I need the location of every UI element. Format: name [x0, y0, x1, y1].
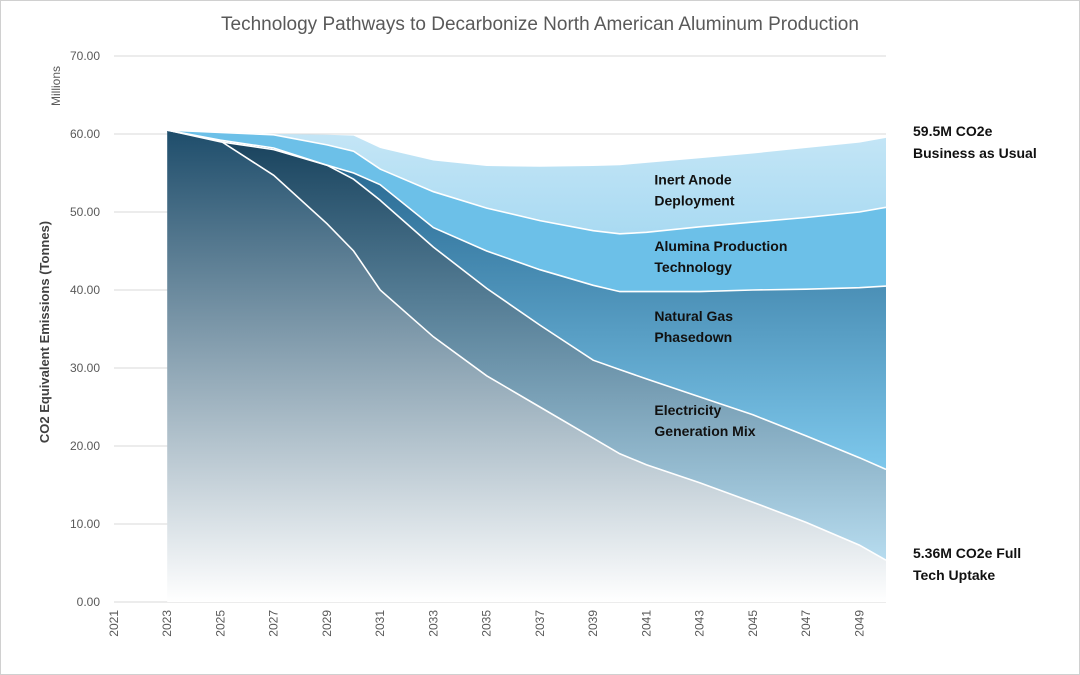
band-label: Inert Anode Deployment [654, 172, 734, 209]
area-bands [167, 129, 887, 602]
x-tick-label: 2035 [480, 610, 494, 637]
chart-title: Technology Pathways to Decarbonize North… [221, 14, 859, 35]
band-full-tech-uptake [167, 130, 886, 602]
series-line [167, 129, 887, 235]
x-tick-label: 2041 [639, 610, 653, 637]
x-tick-label: 2037 [533, 610, 547, 637]
x-tick-label: 2027 [267, 610, 281, 637]
band-label: Electricity Generation Mix [654, 402, 755, 439]
y-tick-label: 20.00 [70, 439, 100, 453]
y-tick-label: 40.00 [70, 283, 100, 297]
side-annotation: 59.5M CO2e Business as Usual [913, 123, 1037, 161]
x-tick-label: 2045 [746, 610, 760, 637]
band-label: Natural Gas Phasedown [654, 308, 733, 345]
band-natural-gas [167, 130, 886, 470]
x-tick-label: 2023 [160, 610, 174, 637]
x-tick-label: 2025 [213, 610, 227, 637]
x-tick-label: 2021 [107, 610, 121, 637]
y-tick-label: 10.00 [70, 517, 100, 531]
x-axis-ticks: 2021 2023 2025 2027 2029 2031 2033 2035 2037 2039… [107, 610, 866, 637]
y-axis-units: Millions [49, 66, 63, 106]
x-tick-label: 2043 [693, 610, 707, 637]
y-tick-label: 30.00 [70, 361, 100, 375]
y-tick-label: 0.00 [77, 595, 101, 609]
band-electricity-mix [167, 130, 886, 561]
x-tick-label: 2031 [373, 610, 387, 637]
side-annotations: 59.5M CO2e Business as Usual 5.36M CO2e Fu… [913, 123, 1037, 583]
y-tick-label: 60.00 [70, 127, 100, 141]
x-tick-label: 2039 [586, 610, 600, 637]
series-line [167, 129, 887, 471]
y-tick-label: 70.00 [70, 49, 100, 63]
x-tick-label: 2029 [320, 610, 334, 637]
x-tick-label: 2033 [426, 610, 440, 637]
y-tick-label: 50.00 [70, 205, 100, 219]
y-axis-label: CO2 Equivalent Emissions (Tonnes) [37, 221, 52, 443]
band-inert-anode [167, 130, 886, 234]
x-tick-label: 2047 [799, 610, 813, 637]
side-annotation: 5.36M CO2e Full Tech Uptake [913, 545, 1021, 583]
series-line [167, 129, 887, 561]
y-axis-ticks: 0.00 10.00 20.00 30.00 40.00 50.00 60.00 70.00 [70, 49, 100, 609]
band-labels: Inert Anode Deployment Alumina Production T… [654, 172, 787, 439]
x-tick-label: 2049 [852, 610, 866, 637]
band-label: Alumina Production Technology [654, 238, 787, 275]
